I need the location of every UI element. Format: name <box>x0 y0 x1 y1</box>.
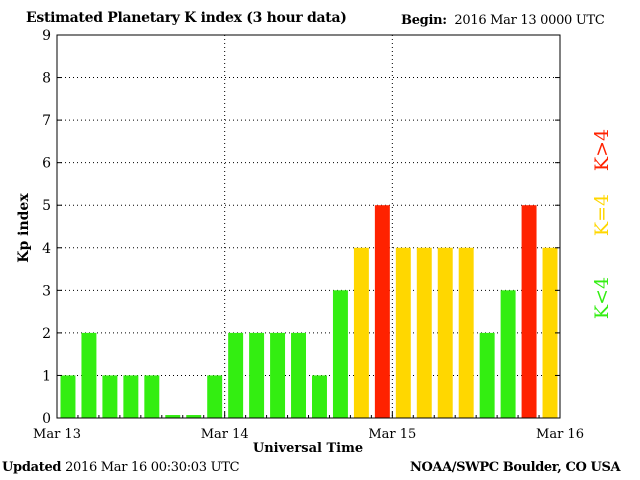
kp-bar <box>332 290 348 418</box>
kp-bar <box>102 375 118 418</box>
credit-text: NOAA/SWPC Boulder, CO USA <box>410 460 621 475</box>
kp-bar <box>374 205 390 418</box>
y-axis-ticks: 0 1 2 3 4 5 6 7 8 9 <box>42 28 560 427</box>
begin-label: Begin: <box>401 13 447 28</box>
kp-bar <box>81 332 97 418</box>
y-tick-label: 2 <box>42 326 51 342</box>
kp-bar <box>123 375 139 418</box>
kp-bar <box>500 290 516 418</box>
kp-bar <box>60 375 76 418</box>
kp-bar <box>312 375 327 418</box>
begin-value: 2016 Mar 13 0000 UTC <box>454 13 605 28</box>
legend: K<4 K=4 K>4 <box>591 129 613 319</box>
x-axis-label: Universal Time <box>253 441 363 456</box>
kp-bar <box>353 247 369 418</box>
y-tick-label: 1 <box>42 368 51 384</box>
y-tick-label: 0 <box>42 411 51 427</box>
kp-bar <box>458 247 474 418</box>
y-axis-label: Kp index <box>16 193 32 263</box>
kp-bar <box>144 375 160 418</box>
y-tick-label: 4 <box>42 241 51 257</box>
y-tick-label: 9 <box>42 28 51 44</box>
legend-entry: K>4 <box>591 129 613 171</box>
bar-series <box>60 205 558 418</box>
kp-bar <box>207 375 223 418</box>
kp-bar <box>270 332 286 418</box>
y-tick-label: 5 <box>42 198 51 214</box>
updated-value: 2016 Mar 16 00:30:03 UTC <box>65 460 240 475</box>
kp-bar <box>186 415 202 418</box>
kp-bar <box>395 247 411 418</box>
begin-timestamp: Begin: 2016 Mar 13 0000 UTC <box>401 13 605 28</box>
updated-timestamp: Updated 2016 Mar 16 00:30:03 UTC <box>2 460 240 475</box>
x-axis-ticks: Mar 13 Mar 14 Mar 15 Mar 16 <box>33 412 584 442</box>
x-tick-label: Mar 14 <box>201 427 249 442</box>
updated-label: Updated <box>2 460 62 475</box>
x-tick-label: Mar 13 <box>33 427 81 442</box>
kp-bar <box>521 205 537 418</box>
kp-bar <box>416 247 432 418</box>
kp-bar <box>542 247 558 418</box>
x-tick-label: Mar 15 <box>368 427 416 442</box>
kp-bar <box>249 332 265 418</box>
kp-bar <box>437 247 453 418</box>
x-tick-label: Mar 16 <box>536 427 584 442</box>
y-tick-label: 8 <box>42 71 51 87</box>
y-tick-label: 3 <box>42 283 51 299</box>
kp-bar <box>228 332 244 418</box>
kp-bar <box>291 332 306 418</box>
y-tick-label: 7 <box>42 113 51 129</box>
kp-bar <box>165 415 181 418</box>
legend-entry: K<4 <box>591 277 613 319</box>
kp-bar <box>479 332 495 418</box>
y-tick-label: 6 <box>42 156 51 172</box>
legend-entry: K=4 <box>591 194 613 236</box>
chart-title: Estimated Planetary K index (3 hour data… <box>26 10 347 26</box>
